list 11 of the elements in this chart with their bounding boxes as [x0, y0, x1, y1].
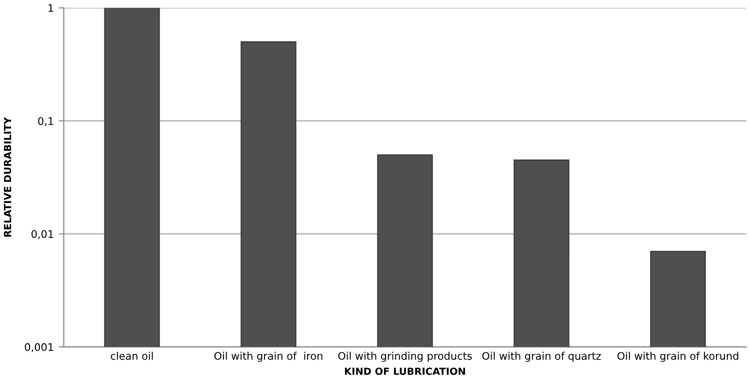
y-axis-title: RELATIVE DURABILITY: [4, 117, 12, 237]
y-tick-label: 1: [48, 4, 54, 12]
y-tick-label: 0,001: [24, 343, 54, 352]
x-tick-label: Oil with grain of iron: [214, 352, 322, 362]
y-tick-label: 0,1: [38, 117, 54, 126]
x-axis-title: KIND OF LUBRICATION: [344, 368, 466, 375]
x-tick-label: Oil with grain of quartz: [482, 352, 601, 362]
x-tick-label: clean oil: [110, 352, 153, 360]
x-tick-label: Oil with grain of korund: [617, 352, 738, 362]
y-tick-label: 0,01: [32, 230, 54, 240]
x-tick-label: Oil with grinding products: [338, 352, 472, 362]
